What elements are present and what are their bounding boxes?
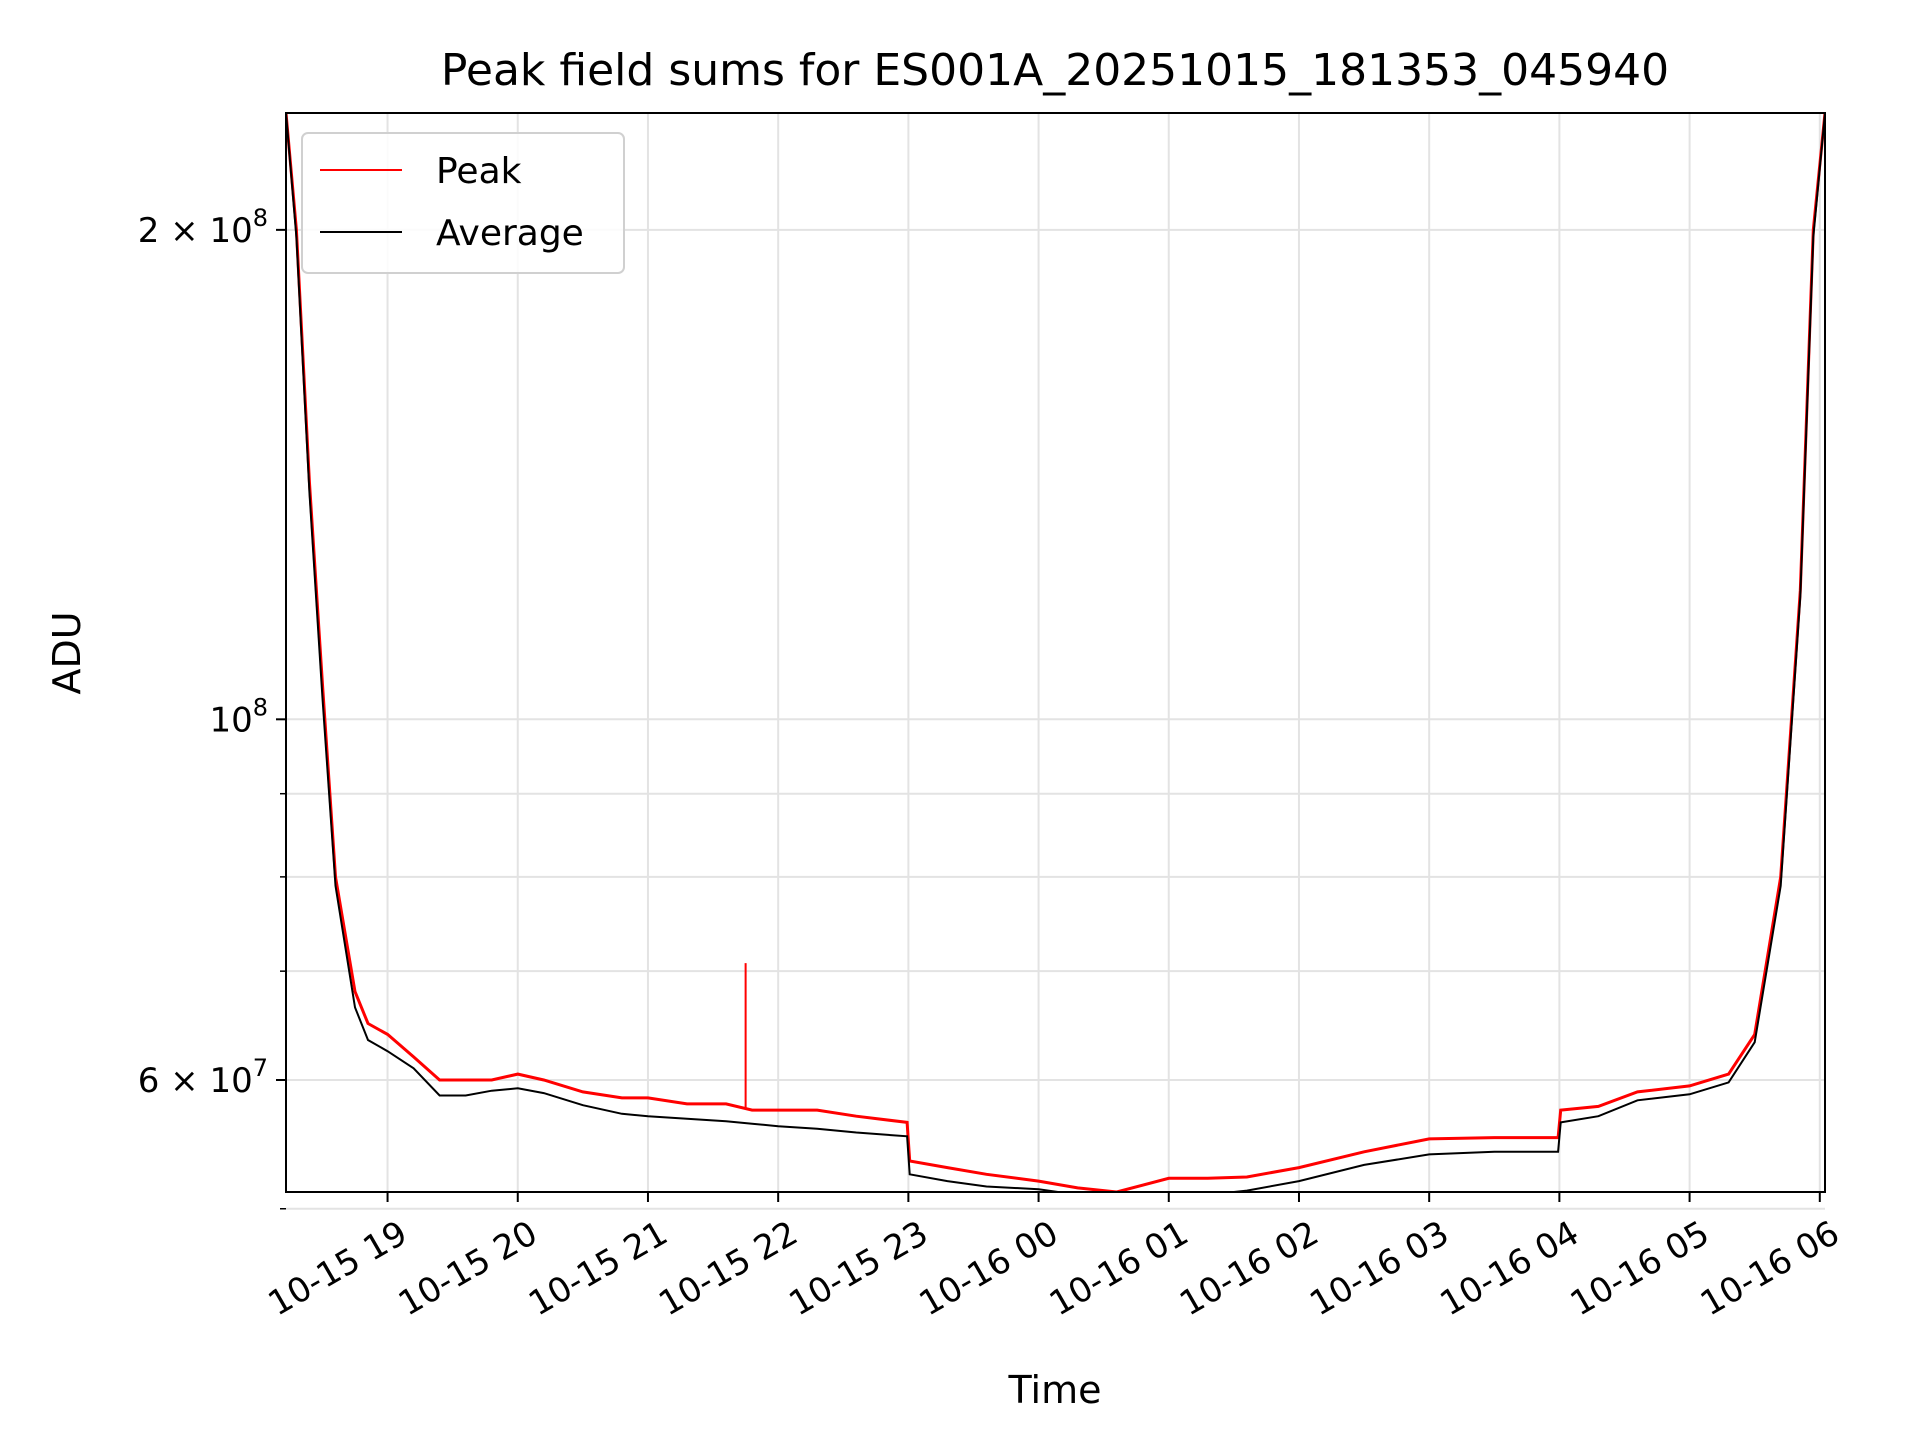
legend: Peak Average — [301, 132, 625, 274]
y-tick-label: 108 — [209, 693, 268, 740]
y-tick-label: 2 × 108 — [138, 204, 268, 251]
legend-label-average: Average — [436, 213, 584, 254]
chart-title: Peak field sums for ES001A_20251015_1813… — [441, 45, 1669, 96]
series-line-average — [286, 113, 1825, 1192]
series-layer — [286, 113, 1825, 1192]
plot-frame — [285, 112, 1826, 1193]
legend-label-peak: Peak — [436, 151, 522, 192]
y-axis: 6 × 107 108 2 × 108 — [138, 204, 286, 1210]
legend-box — [301, 132, 625, 274]
y-axis-label: ADU — [45, 611, 89, 694]
grid — [286, 113, 1825, 1210]
y-tick-label: 6 × 107 — [138, 1054, 268, 1101]
x-axis-label: Time — [1008, 1368, 1102, 1412]
